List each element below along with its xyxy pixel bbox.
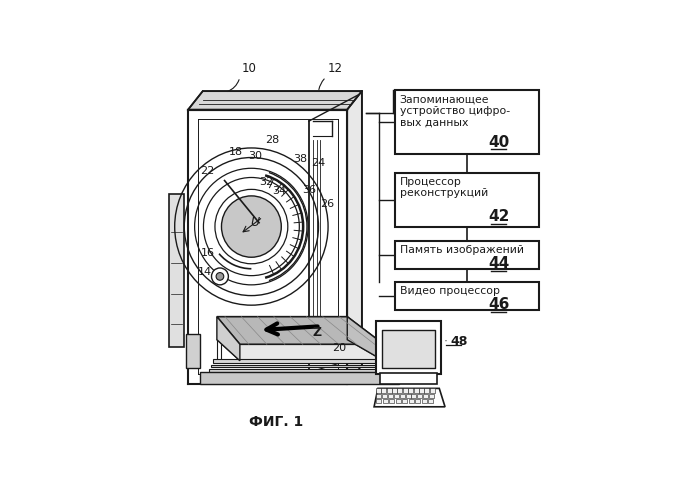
Polygon shape	[382, 388, 386, 393]
Polygon shape	[415, 399, 420, 403]
Text: 22: 22	[200, 166, 214, 176]
Bar	[376, 321, 441, 374]
Text: 42: 42	[488, 209, 510, 225]
Polygon shape	[422, 399, 427, 403]
Polygon shape	[382, 393, 387, 398]
Polygon shape	[376, 388, 381, 393]
Polygon shape	[347, 317, 384, 361]
Polygon shape	[429, 393, 434, 398]
Polygon shape	[402, 388, 408, 393]
Bar	[382, 330, 435, 369]
Text: 14: 14	[197, 267, 211, 277]
Polygon shape	[424, 388, 429, 393]
Polygon shape	[376, 393, 381, 398]
Polygon shape	[383, 399, 388, 403]
Text: ФИГ. 1: ФИГ. 1	[249, 415, 303, 429]
Bar	[186, 334, 200, 369]
Bar	[169, 194, 184, 348]
Bar	[211, 365, 393, 368]
Text: 30: 30	[248, 150, 262, 161]
Text: Z: Z	[312, 326, 321, 339]
Bar	[213, 359, 389, 363]
Polygon shape	[188, 91, 362, 110]
Bar	[380, 373, 438, 384]
Polygon shape	[386, 388, 392, 393]
Text: Память изображений: Память изображений	[400, 245, 524, 255]
Polygon shape	[419, 388, 424, 393]
Text: 34: 34	[272, 186, 286, 196]
Text: 48: 48	[451, 335, 468, 348]
Polygon shape	[217, 340, 384, 361]
Polygon shape	[408, 388, 413, 393]
Polygon shape	[388, 393, 393, 398]
Polygon shape	[392, 388, 397, 393]
Polygon shape	[217, 317, 240, 361]
Polygon shape	[409, 399, 414, 403]
Text: 20: 20	[332, 343, 346, 353]
Text: 18: 18	[229, 147, 243, 157]
Text: 32: 32	[259, 177, 273, 187]
Polygon shape	[430, 388, 435, 393]
Polygon shape	[395, 399, 400, 403]
Bar	[395, 91, 539, 154]
Text: 26: 26	[320, 199, 335, 209]
Text: U: U	[251, 216, 260, 229]
Text: 16: 16	[201, 249, 215, 258]
Text: 24: 24	[312, 158, 326, 168]
Polygon shape	[402, 399, 407, 403]
Text: 38: 38	[293, 154, 307, 164]
Text: 12: 12	[328, 62, 343, 75]
Ellipse shape	[221, 196, 281, 257]
Polygon shape	[393, 393, 399, 398]
Bar	[209, 369, 397, 373]
Polygon shape	[417, 393, 422, 398]
Text: 28: 28	[265, 135, 279, 145]
Polygon shape	[405, 393, 410, 398]
Polygon shape	[389, 399, 394, 403]
Circle shape	[211, 268, 228, 285]
Text: 40: 40	[488, 135, 510, 150]
Polygon shape	[398, 388, 402, 393]
Polygon shape	[217, 317, 384, 344]
Text: Процессор
реконструкций: Процессор реконструкций	[400, 177, 488, 198]
Text: 46: 46	[488, 297, 510, 312]
Polygon shape	[374, 388, 445, 407]
Polygon shape	[424, 393, 428, 398]
Text: 44: 44	[488, 256, 510, 271]
Text: 36: 36	[302, 185, 316, 195]
Bar	[395, 282, 539, 310]
Bar	[395, 241, 539, 269]
Polygon shape	[412, 393, 416, 398]
Bar	[395, 173, 539, 227]
Polygon shape	[376, 399, 381, 403]
Polygon shape	[347, 91, 362, 384]
Bar	[199, 373, 399, 384]
Polygon shape	[414, 388, 419, 393]
Polygon shape	[400, 393, 405, 398]
Text: Запоминающее
устройство цифро-
вых данных: Запоминающее устройство цифро- вых данны…	[400, 94, 510, 127]
Text: 10: 10	[241, 62, 257, 75]
Text: Видео процессор: Видео процессор	[400, 286, 500, 296]
Circle shape	[216, 272, 224, 280]
Polygon shape	[428, 399, 433, 403]
